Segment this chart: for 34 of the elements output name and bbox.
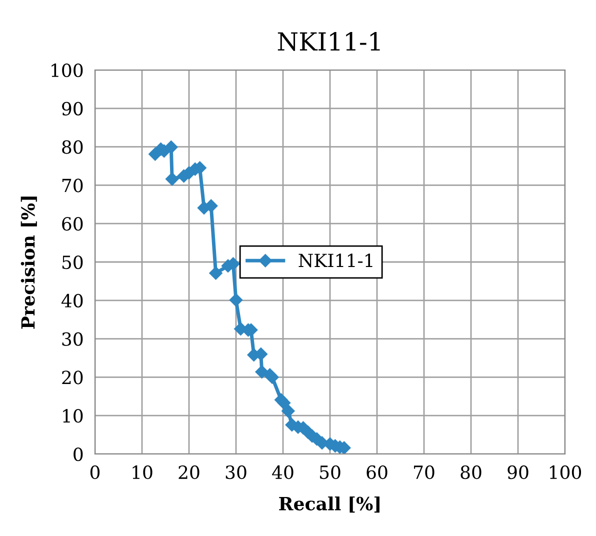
y-tick-label: 0 — [74, 447, 83, 462]
y-tick-label: 30 — [62, 332, 83, 346]
x-tick-label: 80 — [460, 465, 482, 480]
point — [209, 266, 222, 280]
point — [204, 199, 218, 213]
y-tick-label: 40 — [61, 294, 83, 308]
x-tick-label: 90 — [508, 465, 528, 480]
x-tick-label: 0 — [90, 465, 100, 480]
y-tick-label: 20 — [62, 370, 83, 384]
y-tick-label: 50 — [62, 255, 83, 270]
point — [282, 404, 295, 418]
y-tick-label: 90 — [62, 102, 83, 116]
x-axis-title: Recall [%] — [279, 496, 380, 513]
point — [266, 370, 279, 384]
x-tick-label: 50 — [320, 465, 340, 480]
y-tick-label: 80 — [62, 140, 83, 154]
point — [165, 172, 179, 186]
x-tick-label: 70 — [414, 465, 434, 480]
point — [277, 396, 291, 410]
x-tick-label: 100 — [550, 465, 582, 480]
point — [164, 140, 178, 154]
chart-title: NKI11-1 — [278, 32, 380, 51]
y-tick-label: 100 — [52, 63, 83, 78]
x-tick-label: 60 — [366, 465, 388, 480]
x-tick-label: 30 — [226, 465, 246, 480]
point — [229, 293, 243, 307]
x-tick-label: 10 — [132, 465, 152, 480]
x-tick-label: 20 — [178, 465, 200, 480]
y-tick-label: 70 — [62, 178, 83, 192]
y-axis-title: Precision [%] — [20, 196, 37, 329]
legend-label: NKI11-1 — [298, 254, 372, 268]
y-tick-label: 10 — [63, 409, 83, 423]
y-tick-label: 60 — [62, 217, 83, 231]
x-tick-label: 40 — [272, 465, 294, 480]
